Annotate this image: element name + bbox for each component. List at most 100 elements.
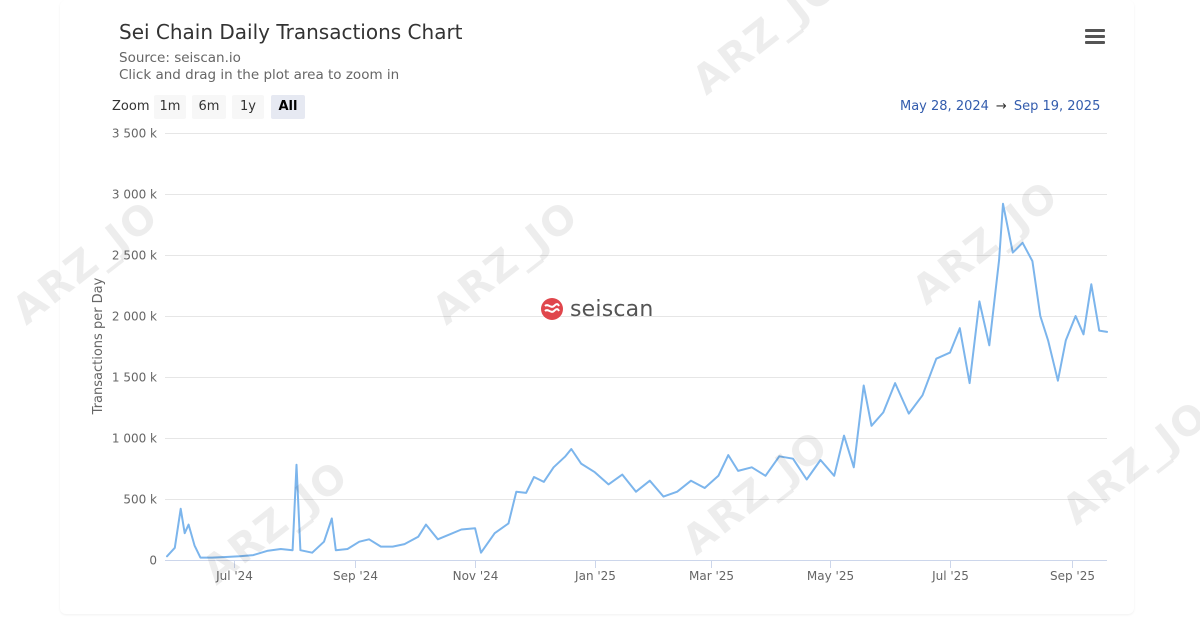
data-point[interactable] [184, 532, 186, 534]
data-point[interactable] [676, 491, 678, 493]
data-point[interactable] [690, 480, 692, 482]
data-point[interactable] [635, 491, 637, 493]
data-point[interactable] [843, 434, 845, 436]
data-point[interactable] [311, 552, 313, 554]
data-point[interactable] [921, 394, 923, 396]
data-point[interactable] [417, 536, 419, 538]
data-point[interactable] [291, 549, 293, 551]
range-to[interactable]: Sep 19, 2025 [1013, 99, 1101, 114]
data-point[interactable] [1039, 315, 1041, 317]
data-point[interactable] [552, 466, 554, 468]
data-point[interactable] [1047, 339, 1049, 341]
data-point[interactable] [346, 548, 348, 550]
data-point[interactable] [358, 541, 360, 543]
data-point[interactable] [1031, 260, 1033, 262]
data-point[interactable] [570, 448, 572, 450]
data-point[interactable] [199, 556, 201, 558]
data-point[interactable] [998, 259, 1000, 261]
data-point[interactable] [949, 351, 951, 353]
data-point[interactable] [174, 547, 176, 549]
data-point[interactable] [751, 466, 753, 468]
data-point[interactable] [252, 554, 254, 556]
hamburger-menu-icon[interactable] [1083, 26, 1107, 48]
data-point[interactable] [331, 517, 333, 519]
data-point[interactable] [266, 550, 268, 552]
data-point[interactable] [525, 492, 527, 494]
y-tick-label: 1 000 k [112, 432, 157, 446]
data-point[interactable] [649, 480, 651, 482]
data-point[interactable] [580, 462, 582, 464]
data-point[interactable] [1082, 333, 1084, 335]
data-point[interactable] [662, 495, 664, 497]
data-point[interactable] [193, 544, 195, 546]
data-point[interactable] [959, 327, 961, 329]
data-point[interactable] [380, 545, 382, 547]
data-point[interactable] [187, 523, 189, 525]
data-point[interactable] [1074, 315, 1076, 317]
data-point[interactable] [368, 538, 370, 540]
series-line[interactable] [166, 202, 1108, 559]
data-point[interactable] [1090, 283, 1092, 285]
data-point[interactable] [1057, 380, 1059, 382]
data-point[interactable] [737, 470, 739, 472]
zoom-button-1y[interactable]: 1y [232, 95, 264, 119]
data-point[interactable] [335, 549, 337, 551]
data-point[interactable] [1098, 329, 1100, 331]
data-point[interactable] [437, 538, 439, 540]
data-point[interactable] [978, 300, 980, 302]
data-point[interactable] [594, 471, 596, 473]
data-point[interactable] [819, 459, 821, 461]
data-point[interactable] [621, 473, 623, 475]
data-point[interactable] [180, 508, 182, 510]
data-point[interactable] [968, 382, 970, 384]
data-point[interactable] [515, 491, 517, 493]
data-point[interactable] [403, 543, 405, 545]
data-point[interactable] [792, 458, 794, 460]
zoom-button-6m[interactable]: 6m [192, 95, 226, 119]
range-from[interactable]: May 28, 2024 [900, 99, 989, 114]
data-point[interactable] [778, 455, 780, 457]
data-point[interactable] [543, 481, 545, 483]
data-point[interactable] [507, 522, 509, 524]
data-point[interactable] [299, 549, 301, 551]
data-point[interactable] [806, 478, 808, 480]
data-point[interactable] [480, 552, 482, 554]
data-point[interactable] [908, 412, 910, 414]
data-point[interactable] [460, 528, 462, 530]
data-point[interactable] [607, 483, 609, 485]
data-point[interactable] [211, 556, 213, 558]
data-point[interactable] [564, 455, 566, 457]
data-point[interactable] [1106, 331, 1108, 333]
data-point[interactable] [882, 411, 884, 413]
data-point[interactable] [870, 425, 872, 427]
data-point[interactable] [863, 384, 865, 386]
data-point[interactable] [764, 475, 766, 477]
data-point[interactable] [988, 344, 990, 346]
data-point[interactable] [935, 358, 937, 360]
data-point[interactable] [448, 533, 450, 535]
data-point[interactable] [717, 475, 719, 477]
data-point[interactable] [323, 541, 325, 543]
data-point[interactable] [1002, 203, 1004, 205]
data-point[interactable] [704, 487, 706, 489]
data-point[interactable] [894, 382, 896, 384]
data-point[interactable] [425, 523, 427, 525]
data-point[interactable] [392, 545, 394, 547]
data-point[interactable] [474, 527, 476, 529]
data-point[interactable] [238, 555, 240, 557]
data-point[interactable] [533, 476, 535, 478]
data-point[interactable] [833, 475, 835, 477]
data-point[interactable] [166, 555, 168, 557]
data-point[interactable] [1065, 339, 1067, 341]
data-point[interactable] [225, 556, 227, 558]
data-point[interactable] [1012, 251, 1014, 253]
zoom-button-1m[interactable]: 1m [154, 95, 186, 119]
data-point[interactable] [295, 464, 297, 466]
data-point[interactable] [853, 466, 855, 468]
data-point[interactable] [1021, 242, 1023, 244]
data-point[interactable] [494, 532, 496, 534]
zoom-button-all[interactable]: All [271, 95, 305, 119]
data-point[interactable] [280, 548, 282, 550]
data-point[interactable] [727, 454, 729, 456]
